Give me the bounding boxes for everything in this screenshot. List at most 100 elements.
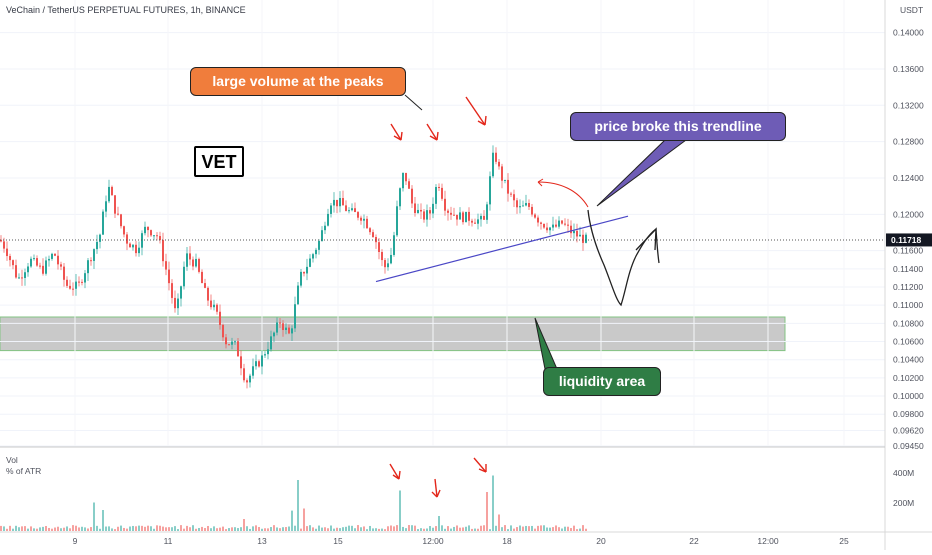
candle-body <box>126 234 128 244</box>
volume-bar <box>6 528 8 531</box>
volume-bar <box>36 528 38 531</box>
candle-body <box>42 265 44 274</box>
candle-body <box>345 205 347 211</box>
volume-bar <box>243 519 245 531</box>
price-tick-label: 0.14000 <box>893 28 924 38</box>
candle-body <box>441 187 443 199</box>
volume-bar <box>246 526 248 531</box>
volume-bar <box>330 525 332 531</box>
volume-bar <box>567 526 569 531</box>
price-tick-label: 0.09450 <box>893 441 924 451</box>
volume-bar <box>183 528 185 531</box>
volume-peak-arrow-3 <box>465 96 487 126</box>
volume-peak-arrow-2 <box>426 123 439 141</box>
price-tick-label: 0.11000 <box>893 300 923 310</box>
volume-bar <box>9 525 11 531</box>
candle-body <box>423 211 425 220</box>
volume-bar <box>471 528 473 531</box>
volume-bar <box>342 527 344 531</box>
candle-body <box>159 236 161 241</box>
candle-body <box>45 260 47 274</box>
volume-bar <box>69 528 71 531</box>
volume-bar <box>222 526 224 531</box>
volume-bar <box>90 527 92 531</box>
candle-body <box>252 366 254 376</box>
candle-body <box>15 265 17 278</box>
volume-bar <box>297 480 299 531</box>
volume-bar <box>318 525 320 531</box>
candle-body <box>87 260 89 274</box>
candle-body <box>201 271 203 284</box>
candle-body <box>405 172 407 182</box>
trendline <box>375 215 629 283</box>
candle-body <box>231 341 233 345</box>
volume-bar <box>255 525 257 531</box>
volume-bar <box>549 527 551 531</box>
candle-body <box>135 244 137 254</box>
candle-body <box>33 258 35 260</box>
candle-body <box>114 195 116 214</box>
volume-bar <box>402 526 404 531</box>
candle-body <box>360 217 362 221</box>
candle-body <box>516 200 518 208</box>
candle-body <box>432 203 434 214</box>
volume-bar <box>510 525 512 531</box>
candle-body <box>18 277 20 279</box>
volume-bar <box>582 525 584 531</box>
candle-body <box>330 205 332 214</box>
volume-bar <box>498 514 500 531</box>
candle-body <box>312 254 314 259</box>
candle-body <box>69 285 71 289</box>
candle-body <box>462 212 464 223</box>
volume-bar <box>300 528 302 531</box>
volume-bar <box>459 527 461 531</box>
volume-bar <box>249 528 251 531</box>
volume-bar <box>30 526 32 531</box>
volume-bar <box>390 525 392 531</box>
candle-body <box>474 222 476 224</box>
candle-body <box>24 272 26 278</box>
candle-body <box>180 286 182 299</box>
candle-body <box>123 226 125 235</box>
candle-body <box>435 186 437 204</box>
volume-bar <box>447 526 449 531</box>
candle-body <box>531 206 533 215</box>
time-tick-label: 22 <box>689 536 699 546</box>
candle-body <box>483 215 485 220</box>
time-axis-ticks: 9 11 13 15 12:00 18 20 22 12:00 25 <box>73 536 849 546</box>
volume-bar <box>99 528 101 531</box>
time-tick-label: 13 <box>257 536 267 546</box>
volume-bar <box>150 526 152 531</box>
volume-bar <box>495 525 497 531</box>
volume-bar <box>60 528 62 531</box>
candle-body <box>528 203 530 207</box>
candle-body <box>294 304 296 329</box>
candle-body <box>321 230 323 242</box>
candle-body <box>204 283 206 288</box>
annotation-ticker: VET <box>194 146 244 177</box>
candle-body <box>81 281 83 283</box>
time-tick-label: 20 <box>596 536 606 546</box>
volume-bar <box>324 527 326 531</box>
volume-bar <box>483 525 485 531</box>
volume-bar <box>393 526 395 531</box>
candle-body <box>429 210 431 214</box>
candle-body <box>216 304 218 312</box>
candle-body <box>138 247 140 254</box>
volume-bar <box>486 492 488 531</box>
price-tick-label: 0.12800 <box>893 137 924 147</box>
candle-body <box>27 266 29 273</box>
candlestick-series <box>0 145 587 389</box>
volume-bar <box>261 528 263 531</box>
price-tick-label: 0.11400 <box>893 264 923 274</box>
volume-bar <box>123 527 125 531</box>
candle-body <box>555 224 557 227</box>
price-tick-label: 0.11200 <box>893 282 923 292</box>
candle-body <box>210 300 212 308</box>
candle-body <box>480 215 482 220</box>
volume-bar <box>363 526 365 531</box>
time-tick-label: 12:00 <box>757 536 779 546</box>
volume-bar <box>93 502 95 531</box>
volume-bar <box>231 527 233 531</box>
